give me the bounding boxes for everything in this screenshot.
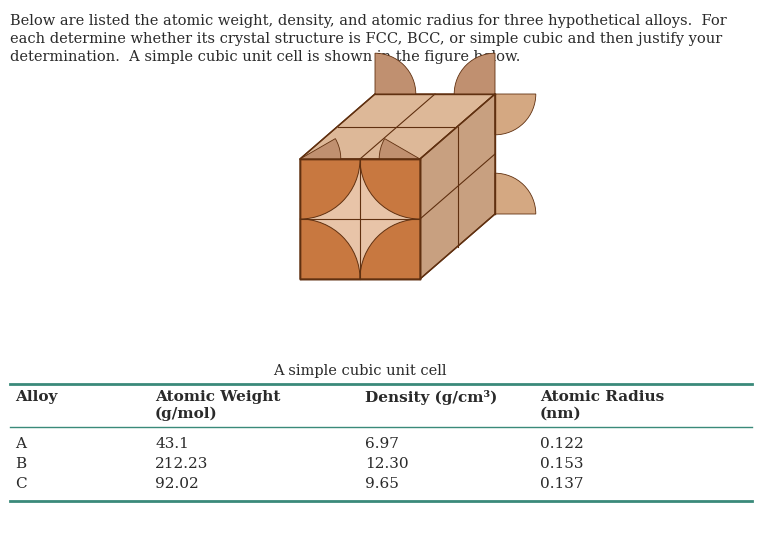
Wedge shape (454, 53, 495, 94)
Text: 212.23: 212.23 (155, 457, 208, 471)
Wedge shape (375, 53, 416, 94)
Wedge shape (300, 138, 341, 194)
Polygon shape (300, 94, 495, 159)
Text: (g/mol): (g/mol) (155, 407, 218, 422)
Text: (nm): (nm) (540, 407, 581, 421)
Text: each determine whether its crystal structure is FCC, BCC, or simple cubic and th: each determine whether its crystal struc… (10, 32, 722, 46)
Polygon shape (420, 94, 495, 279)
Wedge shape (379, 238, 420, 279)
Text: 92.02: 92.02 (155, 477, 199, 491)
Wedge shape (300, 159, 360, 219)
Text: 9.65: 9.65 (365, 477, 399, 491)
Text: Alloy: Alloy (15, 390, 57, 404)
Wedge shape (495, 173, 536, 214)
Wedge shape (300, 219, 360, 279)
Polygon shape (300, 159, 420, 279)
Text: C: C (15, 477, 27, 491)
Text: 0.137: 0.137 (540, 477, 584, 491)
Text: B: B (15, 457, 26, 471)
Text: 0.153: 0.153 (540, 457, 584, 471)
Text: A: A (15, 437, 26, 451)
Text: 0.122: 0.122 (540, 437, 584, 451)
Wedge shape (360, 219, 420, 279)
Wedge shape (495, 94, 536, 135)
Text: 6.97: 6.97 (365, 437, 399, 451)
Text: 43.1: 43.1 (155, 437, 189, 451)
Text: determination.  A simple cubic unit cell is shown in the figure below.: determination. A simple cubic unit cell … (10, 50, 520, 64)
Wedge shape (379, 138, 420, 200)
Text: Atomic Weight: Atomic Weight (155, 390, 280, 404)
Text: Atomic Radius: Atomic Radius (540, 390, 664, 404)
Text: A simple cubic unit cell: A simple cubic unit cell (274, 364, 447, 378)
Wedge shape (379, 159, 420, 200)
Text: Below are listed the atomic weight, density, and atomic radius for three hypothe: Below are listed the atomic weight, dens… (10, 14, 727, 28)
Wedge shape (360, 159, 420, 219)
Text: Density (g/cm³): Density (g/cm³) (365, 390, 498, 405)
Text: 12.30: 12.30 (365, 457, 408, 471)
